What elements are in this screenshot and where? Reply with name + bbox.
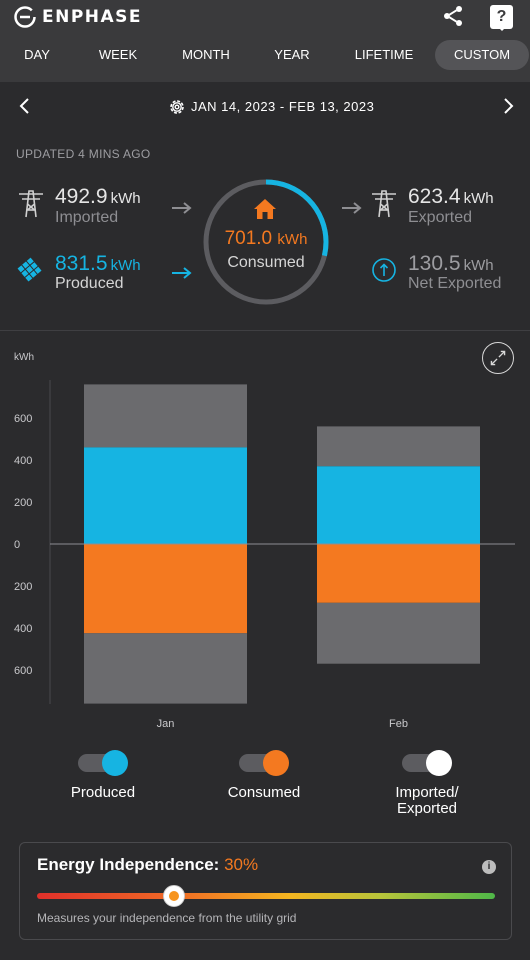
tab-day[interactable]: DAY [24,47,50,62]
arrow-right-icon [172,202,192,214]
bar-consumed [84,544,247,634]
consumed-switch[interactable] [239,748,289,776]
tab-month[interactable]: MONTH [182,47,230,62]
consumed-value: 701.0 kWh [224,228,308,249]
chevron-right-icon[interactable] [499,96,517,116]
y-tick-label: 200 [14,497,32,509]
bar-imported [317,602,480,664]
date-range-label[interactable]: JAN 14, 2023 - FEB 13, 2023 [191,99,375,114]
toggle-consumed[interactable]: Consumed [189,748,339,801]
y-tick-label: 600 [14,413,32,425]
enphase-logo-icon [14,6,36,28]
share-icon[interactable] [441,4,465,28]
imported-label: Imported [55,209,119,226]
brand-logo: ENPHASE [14,6,142,28]
info-icon[interactable]: i [482,860,496,874]
independence-title: Energy Independence: 30% [37,855,259,874]
tab-custom[interactable]: CUSTOM [435,40,529,70]
tab-week[interactable]: WEEK [98,47,138,62]
y-tick-label: 600 [14,665,32,677]
consumption-ring [203,179,329,305]
updated-status: UPDATED 4 MINS AGO [16,147,151,161]
independence-marker [163,885,186,907]
toggle-produced-label: Produced [70,784,136,801]
arrow-up-circle-icon [372,258,396,282]
grid-tower-icon [19,190,43,218]
energy-bar-chart: kWh 600 400 200 0 200 400 600 Jan Feb [14,352,515,730]
y-axis-label: kWh [14,352,34,363]
gear-icon[interactable] [168,98,186,116]
bar-produced [317,466,480,544]
bar-exported [317,426,480,467]
toggle-consumed-label: Consumed [227,784,301,801]
arrow-right-icon [342,202,362,214]
net-exported-value: 130.5 kWh [408,252,494,275]
solar-panel-icon [17,257,42,282]
period-tabs: DAY WEEK MONTH YEAR LIFETIME CUSTOM [0,40,530,72]
produced-value: 831.5 kWh [55,252,141,275]
net-exported-label: Net Exported [408,275,502,292]
grid-tower-icon [372,190,396,218]
bar-consumed [317,544,480,603]
tab-lifetime[interactable]: LIFETIME [354,47,414,62]
bar-produced [84,447,247,544]
home-icon [254,199,276,219]
consumed-label: Consumed [227,254,305,271]
help-button[interactable]: ? [490,5,513,31]
exported-value: 623.4 kWh [408,185,494,208]
x-tick-label: Jan [157,718,175,730]
y-tick-label: 200 [14,581,32,593]
toggle-imported-exported-label: Imported/ Exported [395,784,459,817]
produced-switch[interactable] [78,748,128,776]
top-bar: ENPHASE ? DAY WEEK MONTH YEAR LIFETIME C… [0,0,530,82]
y-tick-label: 400 [14,623,32,635]
x-tick-label: Feb [389,718,408,730]
bar-exported [84,384,247,448]
toggle-imported-exported[interactable]: Imported/ Exported [352,748,502,817]
section-divider [0,330,530,331]
imported-value: 492.9 kWh [55,185,141,208]
produced-label: Produced [55,275,124,292]
expand-icon[interactable] [482,342,514,374]
energy-independence-card: Energy Independence: 30% i Measures your… [19,842,512,940]
toggle-produced[interactable]: Produced [28,748,178,801]
imported-exported-switch[interactable] [402,748,452,776]
chevron-left-icon[interactable] [16,96,34,116]
y-tick-label: 0 [14,539,20,551]
tab-year[interactable]: YEAR [274,47,310,62]
exported-label: Exported [408,209,473,226]
brand-name: ENPHASE [42,7,143,27]
y-tick-label: 400 [14,455,32,467]
independence-gradient-bar [37,893,495,899]
bar-imported [84,633,247,704]
independence-description: Measures your independence from the util… [37,911,297,925]
date-range-row: JAN 14, 2023 - FEB 13, 2023 [0,92,530,122]
arrow-right-icon [172,267,192,279]
